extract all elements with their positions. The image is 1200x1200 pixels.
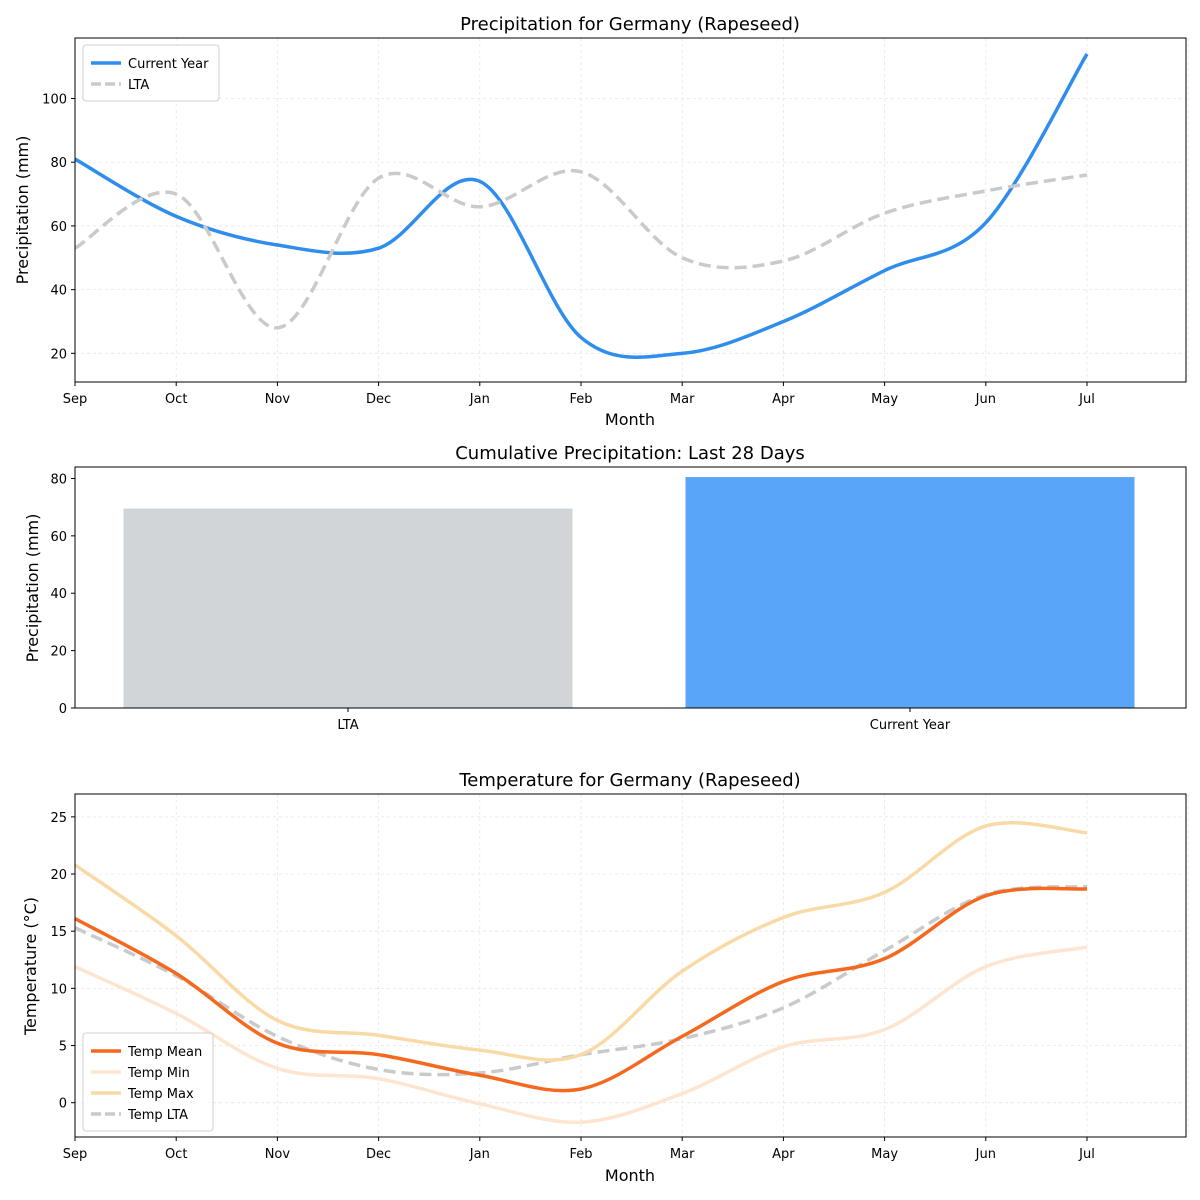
chart1-legend-box (82, 44, 220, 102)
legend-label-temp-mean: Temp Mean (127, 1045, 202, 1060)
chart1-x-axis-label: Month (605, 410, 655, 429)
chart2-y-tick-label: 80 (50, 472, 67, 487)
chart1-x-tick-label: Jul (1078, 392, 1095, 407)
chart3-x-tick-label: Jan (469, 1147, 490, 1162)
series-line-temp-mean (74, 886, 1088, 1093)
chart1-y-tick-label: 80 (50, 156, 67, 171)
chart3-y-tick-label: 20 (50, 868, 67, 883)
chart3-legend: Temp Mean Temp Min Temp Max Temp LTA (82, 1032, 214, 1132)
chart3-x-tick-label: Jun (975, 1147, 996, 1162)
chart1-x-tick-label: Sep (63, 392, 88, 407)
series-line-current-year (74, 53, 1089, 359)
chart3-legend-box (82, 1032, 214, 1132)
legend-label-temp-min: Temp Min (127, 1066, 190, 1081)
chart3-y-tick-label: 0 (59, 1097, 67, 1112)
legend-label-lta: LTA (128, 78, 149, 93)
legend-label-temp-max: Temp Max (127, 1087, 194, 1102)
precipitation-chart: Precipitation for Germany (Rapeseed) Sep… (13, 14, 1189, 429)
chart3-x-tick-label: May (871, 1147, 898, 1162)
chart3-y-axis-label: Temperature (°C) (21, 897, 40, 1036)
chart1-x-ticks: Sep Oct Nov Dec Jan Feb Mar Apr May Jun Jul (63, 382, 1095, 407)
cumulative-precipitation-chart: Cumulative Precipitation: Last 28 Days L… (23, 443, 1187, 733)
chart3-plot-frame (74, 793, 1187, 1138)
chart1-plot-frame (74, 37, 1187, 383)
chart2-x-tick-label: Current Year (870, 718, 951, 733)
chart1-legend: Current Year LTA (82, 44, 220, 102)
chart3-y-tick-label: 25 (50, 811, 67, 826)
chart3-x-tick-label: Jul (1078, 1147, 1095, 1162)
chart1-y-tick-label: 40 (50, 284, 67, 299)
chart1-x-tick-label: Dec (366, 392, 391, 407)
chart3-series (73, 821, 1088, 1125)
chart3-title: Temperature for Germany (Rapeseed) (458, 770, 800, 791)
chart1-y-axis-label: Precipitation (mm) (13, 136, 32, 285)
bar-lta (123, 508, 573, 708)
chart1-series (74, 53, 1089, 359)
chart3-x-tick-label: Dec (366, 1147, 391, 1162)
chart1-y-tick-label: 60 (50, 220, 67, 235)
chart3-x-tick-label: Sep (63, 1147, 88, 1162)
chart1-x-tick-label: Oct (165, 392, 187, 407)
temperature-chart: Temperature for Germany (Rapeseed) Sep Oc… (21, 770, 1189, 1185)
chart1-x-tick-label: Apr (772, 392, 795, 407)
series-line-lta (74, 168, 1088, 330)
chart2-y-axis-label: Precipitation (mm) (23, 514, 42, 663)
chart2-y-tick-label: 0 (59, 702, 67, 717)
chart3-x-axis-label: Month (605, 1166, 655, 1185)
chart3-y-tick-label: 15 (50, 925, 67, 940)
chart3-x-ticks: Sep Oct Nov Dec Jan Feb Mar Apr May Jun Jul (63, 1137, 1095, 1162)
chart1-x-tick-label: Mar (670, 392, 695, 407)
chart2-x-ticks: LTA Current Year (337, 708, 951, 733)
chart3-x-tick-label: Nov (265, 1147, 291, 1162)
series-line-temp-max (73, 821, 1088, 1062)
chart2-title: Cumulative Precipitation: Last 28 Days (455, 443, 805, 464)
chart3-y-ticks: 0 5 10 15 20 25 (50, 811, 75, 1112)
chart2-plot-frame (74, 466, 1187, 709)
chart3-x-tick-label: Apr (772, 1147, 795, 1162)
chart1-x-tick-label: Feb (569, 392, 592, 407)
chart3-grid (74, 794, 1189, 1137)
chart2-bars (123, 477, 1135, 708)
chart1-x-tick-label: Jan (469, 392, 490, 407)
chart3-x-tick-label: Oct (165, 1147, 187, 1162)
series-line-temp-min (74, 945, 1088, 1125)
chart1-title: Precipitation for Germany (Rapeseed) (460, 14, 800, 35)
chart1-y-ticks: 20 40 60 80 100 (42, 93, 75, 362)
chart3-x-tick-label: Mar (670, 1147, 695, 1162)
chart1-x-tick-label: May (871, 392, 898, 407)
chart1-x-tick-label: Jun (975, 392, 996, 407)
chart1-x-tick-label: Nov (265, 392, 291, 407)
chart3-y-tick-label: 5 (59, 1040, 67, 1055)
chart1-grid (74, 38, 1189, 382)
legend-label-temp-lta: Temp LTA (127, 1108, 188, 1123)
chart2-y-tick-label: 40 (50, 587, 67, 602)
chart3-y-tick-label: 10 (50, 982, 67, 997)
chart2-x-tick-label: LTA (337, 718, 358, 733)
chart2-y-tick-label: 20 (50, 645, 67, 660)
chart2-y-ticks: 0 20 40 60 80 (50, 472, 75, 717)
chart1-y-tick-label: 100 (42, 93, 67, 108)
chart3-x-tick-label: Feb (569, 1147, 592, 1162)
legend-label-current-year: Current Year (128, 57, 209, 72)
chart1-y-tick-label: 20 (50, 347, 67, 362)
bar-current-year (685, 477, 1135, 708)
chart2-y-tick-label: 60 (50, 530, 67, 545)
